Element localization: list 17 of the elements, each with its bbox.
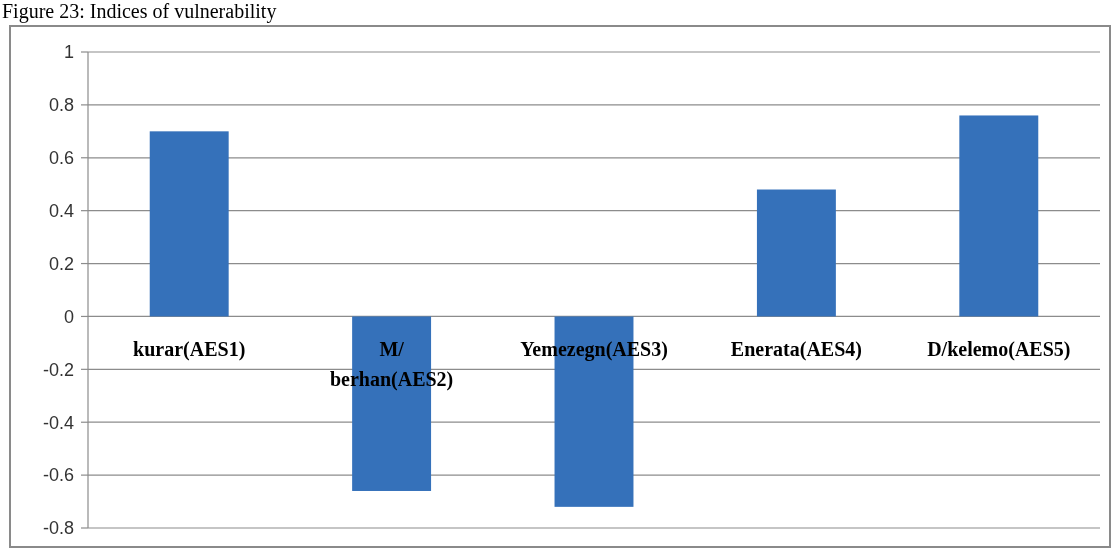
y-tick-label: -0.6 — [42, 465, 74, 486]
y-tick-label: 1 — [63, 42, 74, 63]
y-tick-label: -0.2 — [42, 359, 74, 380]
chart-title: Figure 23: Indices of vulnerability — [2, 0, 277, 23]
x-tick-label: D/kelemo(AES5) — [927, 338, 1071, 362]
y-tick-label: 0.8 — [48, 95, 74, 116]
bar — [959, 115, 1039, 317]
y-tick-label: 0.4 — [48, 200, 74, 221]
x-tick-label: kurar(AES1) — [133, 338, 246, 362]
x-tick-label: Enerata(AES4) — [730, 338, 862, 362]
bar — [756, 189, 836, 317]
y-tick-label: 0.2 — [48, 253, 74, 274]
y-tick-label: 0 — [63, 306, 74, 327]
y-tick-label: -0.8 — [42, 518, 74, 539]
y-tick-label: -0.4 — [42, 412, 74, 433]
bar — [149, 131, 229, 317]
y-tick-label: 0.6 — [48, 148, 74, 169]
